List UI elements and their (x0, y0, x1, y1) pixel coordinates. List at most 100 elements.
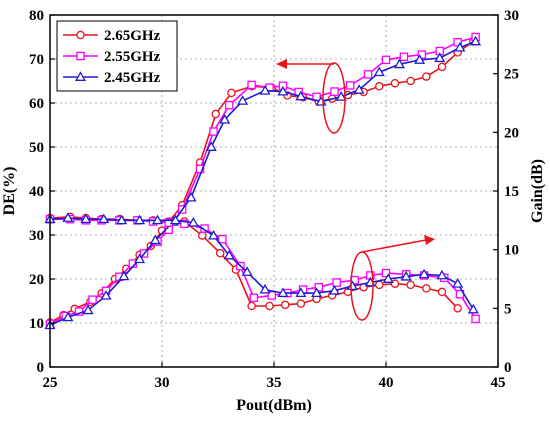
annotation-arrowhead-gain (424, 235, 435, 245)
legend-label: 2.55GHz (104, 49, 161, 65)
data-point (406, 76, 415, 86)
data-point (227, 88, 236, 98)
data-point (453, 304, 462, 313)
data-point (454, 41, 466, 52)
data-point (363, 70, 373, 79)
data-point (381, 55, 391, 65)
data-point (200, 224, 209, 233)
data-point (215, 248, 225, 258)
data-point (393, 58, 405, 69)
y-left-tick-label: 30 (29, 228, 44, 244)
data-point (414, 54, 426, 64)
y-left-tick-label: 50 (29, 140, 44, 156)
y-right-tick-label: 20 (504, 125, 519, 141)
annotation-ellipse-de (322, 62, 346, 134)
data-point (436, 269, 448, 280)
data-point (452, 277, 464, 288)
data-point (82, 304, 94, 315)
x-tick-label: 25 (43, 375, 58, 391)
data-point (314, 282, 324, 292)
y-left-tick-label: 70 (29, 52, 44, 68)
y-left-tick-label: 40 (29, 184, 44, 200)
y-left-tick-label: 20 (29, 272, 44, 288)
data-point (311, 287, 323, 298)
data-point (375, 82, 384, 91)
data-point (80, 213, 92, 224)
data-point (247, 80, 256, 90)
data-point (219, 114, 231, 124)
annotation-arrowhead-de (276, 59, 287, 69)
data-point (224, 100, 234, 110)
data-point (345, 81, 355, 90)
x-tick-label: 40 (379, 375, 394, 391)
data-point (249, 293, 259, 303)
data-point (218, 234, 227, 244)
y-right-tick-label: 30 (504, 8, 519, 24)
data-point (247, 301, 256, 311)
data-point (277, 287, 289, 298)
y-right-tick-label: 10 (504, 243, 519, 259)
data-point (267, 291, 277, 300)
legend-label: 2.65GHz (104, 28, 161, 44)
data-point (277, 85, 289, 96)
annotation-arrow-gain (361, 239, 427, 253)
data-point (330, 87, 339, 96)
data-point (470, 35, 482, 46)
data-point (209, 127, 218, 136)
data-point (169, 214, 181, 225)
data-point (207, 229, 220, 240)
data-point (280, 300, 290, 310)
data-point (116, 214, 128, 225)
data-point (88, 295, 97, 304)
data-point (134, 253, 146, 264)
data-point (211, 109, 221, 119)
legend-label: 2.45GHz (104, 70, 161, 86)
data-point (195, 164, 205, 174)
data-point (437, 287, 447, 297)
data-point (332, 278, 341, 287)
data-point (62, 212, 74, 222)
data-point (198, 231, 207, 240)
data-point (328, 285, 341, 295)
y-left-tick-label: 10 (29, 316, 44, 332)
data-point (382, 273, 394, 283)
y-right-tick-label: 15 (504, 184, 519, 200)
data-point (467, 303, 479, 314)
data-point (295, 90, 307, 101)
data-point (259, 283, 271, 294)
series-layer (44, 32, 482, 330)
data-point (335, 91, 347, 101)
data-point (437, 62, 447, 72)
series-line (49, 36, 476, 325)
legend-marker (76, 30, 85, 40)
data-point (265, 301, 274, 311)
data-point (434, 52, 446, 63)
data-point (118, 270, 130, 281)
data-point (98, 213, 110, 224)
data-point (237, 95, 249, 105)
data-point (296, 299, 306, 308)
y-left-tick-label: 0 (37, 360, 45, 376)
legend-marker (76, 51, 85, 61)
y-axis-right-title: Gain(dB) (529, 159, 546, 223)
annotations (276, 59, 435, 321)
data-point (149, 234, 161, 245)
data-point (471, 314, 480, 324)
data-point (399, 52, 409, 62)
data-point (390, 279, 400, 288)
y-axis-left-title: DE(%) (1, 167, 18, 216)
data-point (180, 219, 189, 229)
data-point (259, 84, 271, 95)
y-left-tick-label: 80 (29, 8, 44, 24)
data-point (205, 141, 217, 151)
data-point (375, 280, 384, 290)
data-point (400, 270, 412, 281)
grid (50, 15, 498, 367)
data-point (381, 268, 391, 278)
y-right-tick-label: 25 (504, 67, 519, 83)
data-point (62, 311, 74, 322)
data-point (422, 72, 431, 81)
y-right-tick-label: 5 (504, 301, 512, 317)
